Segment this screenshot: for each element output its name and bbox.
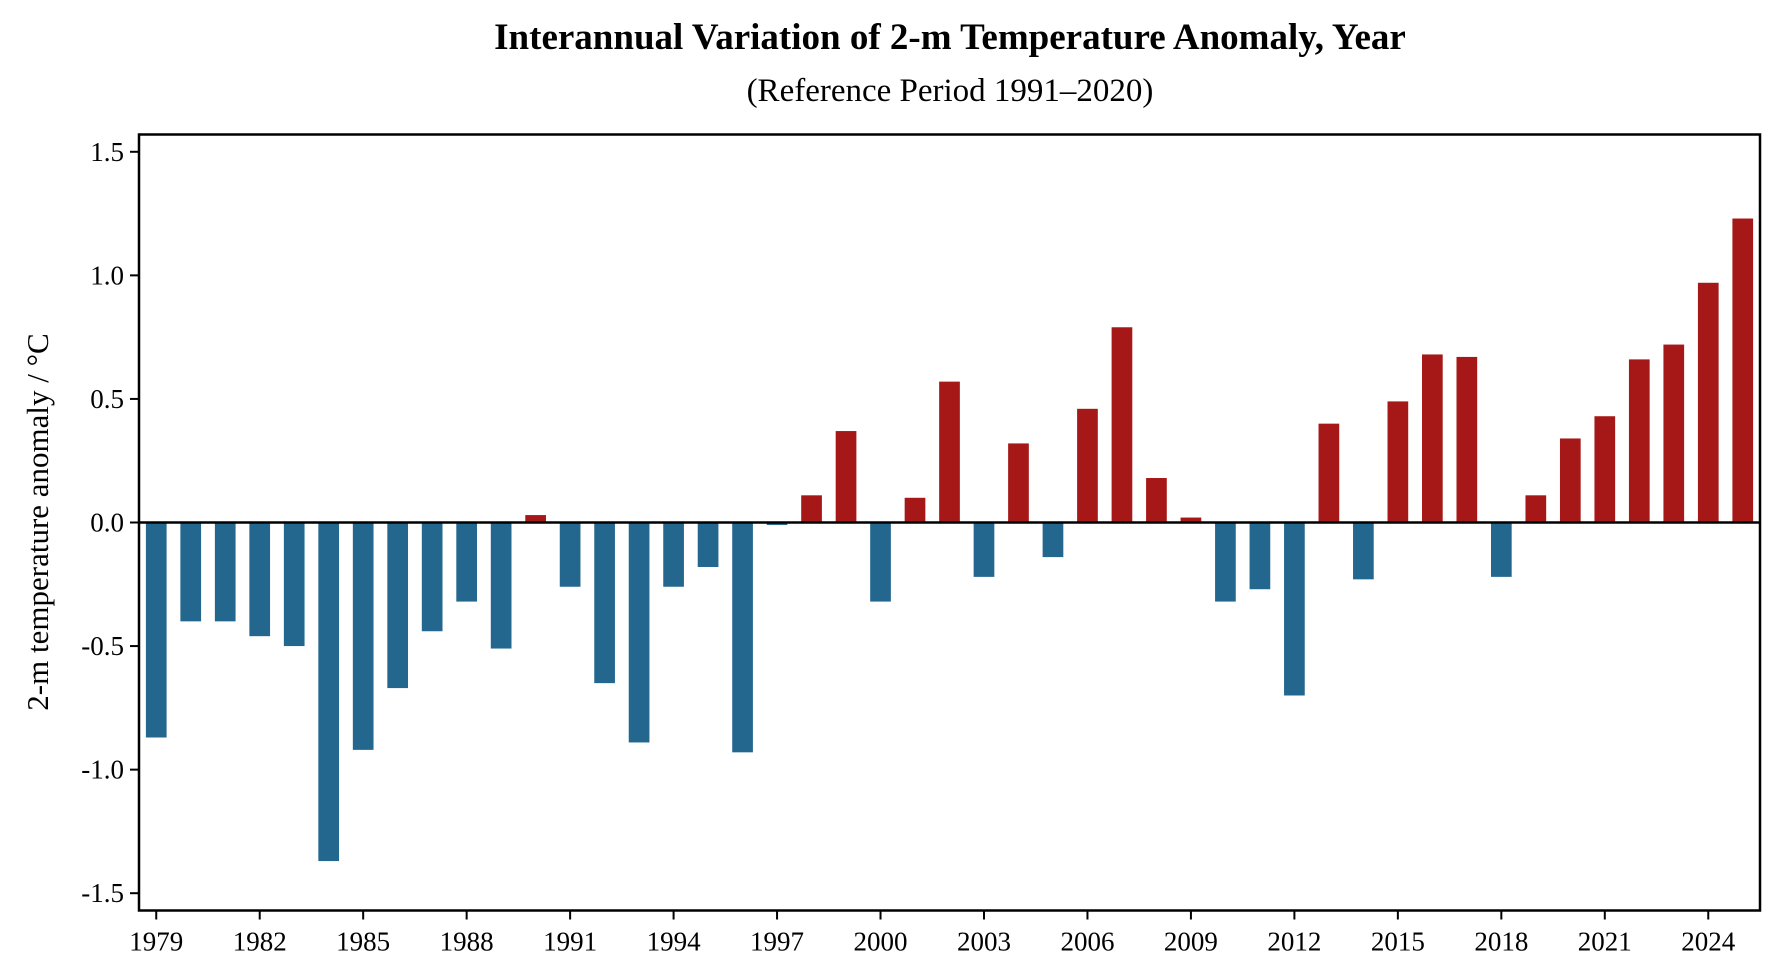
bars-group [145,218,1754,862]
bar-1992 [594,522,615,684]
bar-2015 [1387,401,1409,523]
x-tick-label: 1991 [543,927,597,957]
x-tick-label: 2003 [957,927,1011,957]
bar-1984 [318,522,340,862]
bar-2025 [1732,218,1754,523]
x-tick-label: 2015 [1371,927,1425,957]
bar-1996 [732,522,753,753]
bar-2004 [1008,443,1029,523]
x-tick-label: 2012 [1267,927,1321,957]
bar-2013 [1318,423,1340,523]
bar-1987 [421,522,443,632]
bar-1993 [628,522,650,743]
x-tick-label: 1982 [233,927,287,957]
y-axis-ticks: -1.5 -1.0 -0.5 0.0 0.5 1.0 1.5 [81,137,139,908]
x-tick-label: 2009 [1164,927,1218,957]
bar-2016 [1422,354,1443,523]
x-tick-label: 1994 [647,927,702,957]
bar-2001 [904,497,926,523]
bar-2019 [1525,495,1547,523]
bar-1981 [214,522,236,622]
bar-1991 [559,522,581,587]
bar-2023 [1663,344,1685,523]
bar-2012 [1284,522,1305,696]
bar-2014 [1353,522,1374,580]
y-tick-label: -1.5 [81,878,124,908]
bar-1985 [352,522,374,750]
y-tick-label: 0.5 [90,384,124,414]
bar-1982 [249,522,271,637]
bar-2006 [1077,408,1098,523]
bar-1999 [835,431,857,523]
bar-1989 [490,522,512,649]
bar-1986 [387,522,409,689]
bar-2017 [1456,356,1478,523]
bar-1995 [697,522,719,567]
bar-1979 [145,522,167,738]
bar-2011 [1249,522,1271,590]
bar-2008 [1146,478,1167,523]
x-tick-label: 1985 [336,927,390,957]
bar-1983 [283,522,305,647]
bar-2020 [1559,438,1581,523]
bar-2002 [939,381,960,523]
bar-1990 [525,515,546,523]
bar-1998 [801,495,822,523]
x-tick-label: 2006 [1060,927,1114,957]
x-tick-label: 2021 [1578,927,1632,957]
x-tick-label: 2024 [1681,927,1736,957]
bar-1980 [180,522,202,622]
bar-2010 [1215,522,1236,602]
bar-2022 [1628,359,1650,523]
x-tick-label: 1979 [129,927,183,957]
y-tick-label: 0.0 [90,508,124,538]
bar-2021 [1594,416,1616,523]
x-axis-ticks: 1979 1982 1985 1988 1991 1994 1997 2000 2003 2006… [129,910,1736,957]
y-tick-label: 1.0 [90,260,124,290]
chart-subtitle: (Reference Period 1991–2020) [747,73,1154,109]
bar-2024 [1697,282,1719,523]
bar-2000 [870,522,891,602]
bar-2005 [1042,522,1064,558]
bar-2018 [1490,522,1512,577]
x-tick-label: 1997 [750,927,804,957]
bar-2007 [1111,327,1133,523]
x-tick-label: 1988 [440,927,494,957]
bar-2003 [973,522,995,577]
y-tick-label: -1.0 [81,755,124,785]
y-tick-label: -0.5 [81,631,124,661]
bar-1994 [663,522,684,587]
bar-2009 [1180,517,1202,523]
bar-1988 [456,522,477,602]
x-tick-label: 2000 [854,927,908,957]
y-tick-label: 1.5 [90,137,124,167]
y-axis-label: 2-m temperature anomaly / °C [20,333,55,710]
x-tick-label: 2018 [1474,927,1528,957]
chart-title: Interannual Variation of 2-m Temperature… [494,17,1406,58]
